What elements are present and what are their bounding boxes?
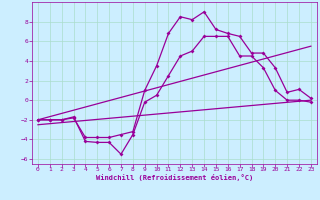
X-axis label: Windchill (Refroidissement éolien,°C): Windchill (Refroidissement éolien,°C) xyxy=(96,174,253,181)
